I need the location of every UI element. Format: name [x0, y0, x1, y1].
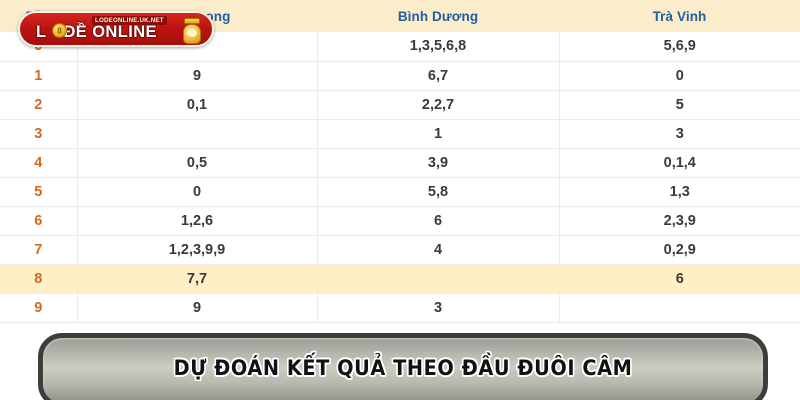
cell-binh-duong: 5,8 — [317, 177, 560, 207]
cell-binh-duong: 6 — [317, 206, 560, 236]
column-header-binh-duong: Bình Dương — [317, 0, 559, 32]
cell-binh-duong: 3 — [317, 293, 560, 323]
table-row: 4 0,5 3,9 0,1,4 — [0, 148, 800, 178]
brand-logo-badge[interactable]: LODEONLINE.UK.NET L ĐỀ ONLINE — [18, 11, 214, 47]
table-row: 2 0,1 2,2,7 5 — [0, 90, 800, 120]
cell-vinh-long: 0,1 — [77, 90, 318, 120]
row-key: 1 — [0, 61, 78, 91]
cell-tra-vinh: 5 — [559, 90, 800, 120]
cell-vinh-long: 1,2,6 — [77, 206, 318, 236]
cell-tra-vinh: 1,3 — [559, 177, 800, 207]
table-body: 0 1,3,5,6,8 5,6,9 1 9 6,7 0 2 0,1 2,2,7 … — [0, 32, 800, 323]
cell-vinh-long: 7,7 — [77, 264, 318, 294]
cell-binh-duong: 1 — [317, 119, 560, 149]
coin-icon — [52, 23, 67, 38]
logo-brand-prefix: L — [36, 23, 47, 41]
row-key: 8 — [0, 264, 78, 294]
bottom-banner[interactable]: DỰ ĐOÁN KẾT QUẢ THEO ĐẦU ĐUÔI CÂM — [38, 333, 768, 400]
cell-binh-duong: 2,2,7 — [317, 90, 560, 120]
cell-vinh-long: 0 — [77, 177, 318, 207]
lottery-results-table: Đầu Vĩnh Long Bình Dương Trà Vinh 0 1,3,… — [0, 0, 800, 323]
table-row: 9 9 3 — [0, 293, 800, 323]
cell-binh-duong: 6,7 — [317, 61, 560, 91]
row-key: 3 — [0, 119, 78, 149]
cell-tra-vinh: 0,1,4 — [559, 148, 800, 178]
cell-vinh-long: 1,2,3,9,9 — [77, 235, 318, 265]
cell-vinh-long — [77, 119, 318, 149]
row-key: 2 — [0, 90, 78, 120]
cell-tra-vinh: 5,6,9 — [559, 32, 800, 62]
cell-tra-vinh: 0 — [559, 61, 800, 91]
table-row: 5 0 5,8 1,3 — [0, 177, 800, 207]
row-key: 4 — [0, 148, 78, 178]
cell-binh-duong: 1,3,5,6,8 — [317, 32, 560, 62]
mascot-icon — [180, 18, 204, 45]
logo-brand-text: L ĐỀ ONLINE — [36, 24, 157, 41]
banner-title: DỰ ĐOÁN KẾT QUẢ THEO ĐẦU ĐUÔI CÂM — [173, 356, 633, 380]
cell-vinh-long: 0,5 — [77, 148, 318, 178]
cell-vinh-long: 9 — [77, 293, 318, 323]
cell-binh-duong — [317, 264, 560, 294]
mascot-face — [187, 29, 197, 37]
row-key: 7 — [0, 235, 78, 265]
cell-tra-vinh: 3 — [559, 119, 800, 149]
cell-tra-vinh: 0,2,9 — [559, 235, 800, 265]
table-row: 7 1,2,3,9,9 4 0,2,9 — [0, 235, 800, 265]
cell-binh-duong: 3,9 — [317, 148, 560, 178]
cell-tra-vinh — [559, 293, 800, 323]
logo-inner: LODEONLINE.UK.NET L ĐỀ ONLINE — [20, 13, 212, 45]
cell-tra-vinh: 2,3,9 — [559, 206, 800, 236]
column-header-tra-vinh: Trà Vinh — [559, 0, 800, 32]
table-row: 1 9 6,7 0 — [0, 61, 800, 91]
cell-tra-vinh: 6 — [559, 264, 800, 294]
mascot-hat — [184, 18, 200, 24]
row-key: 9 — [0, 293, 78, 323]
logo-brand-suffix: ĐỀ ONLINE — [63, 23, 157, 41]
logo-website-url: LODEONLINE.UK.NET — [92, 16, 167, 25]
row-key: 5 — [0, 177, 78, 207]
table-row: 3 1 3 — [0, 119, 800, 149]
cell-vinh-long: 9 — [77, 61, 318, 91]
table-row-highlighted: 8 7,7 6 — [0, 264, 800, 294]
cell-binh-duong: 4 — [317, 235, 560, 265]
table-row: 6 1,2,6 6 2,3,9 — [0, 206, 800, 236]
row-key: 6 — [0, 206, 78, 236]
